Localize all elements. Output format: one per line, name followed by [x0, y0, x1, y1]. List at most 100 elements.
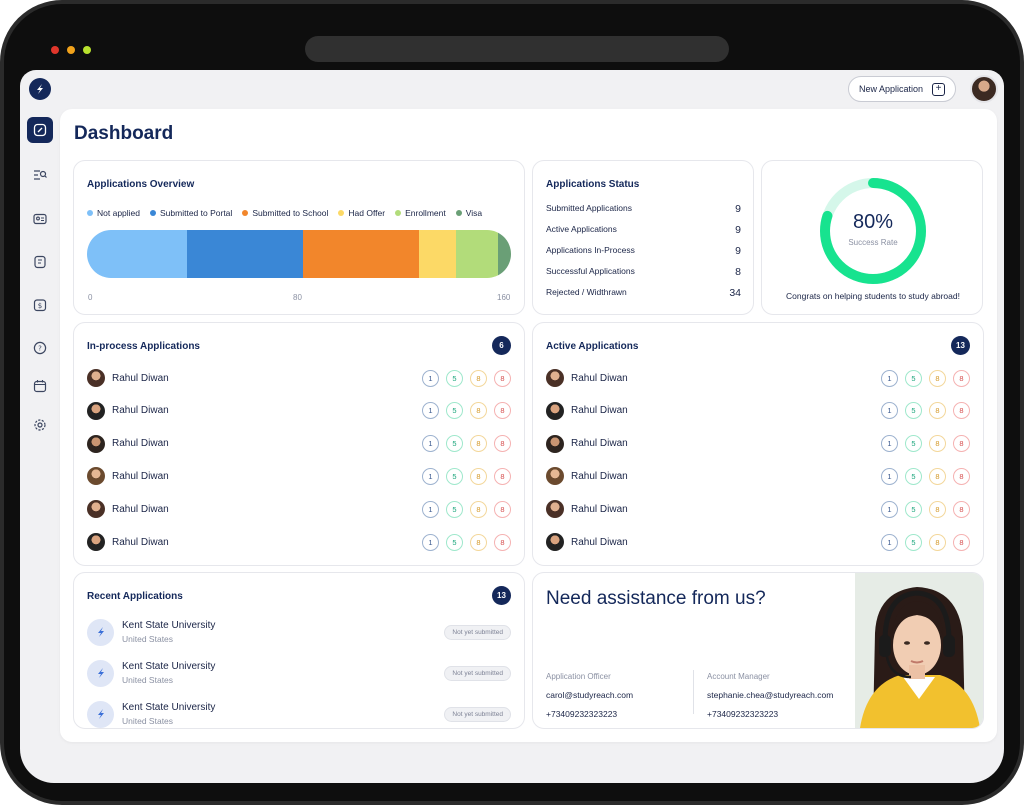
stage-count-pill[interactable]: 8 — [494, 435, 511, 453]
sidebar-item-settings[interactable] — [27, 412, 53, 438]
legend-label: Not applied — [97, 208, 141, 218]
user-avatar[interactable] — [970, 75, 998, 103]
stage-count-pill[interactable]: 8 — [470, 435, 487, 453]
sidebar-item-documents[interactable] — [27, 249, 53, 275]
contact-email[interactable]: carol@studyreach.com — [546, 690, 634, 700]
stage-count-pill[interactable]: 8 — [929, 402, 946, 420]
person-row[interactable]: Rahul Diwan 1 5 8 8 — [87, 401, 511, 421]
stage-count-pill[interactable]: 1 — [881, 500, 898, 518]
stage-count-pill[interactable]: 5 — [446, 402, 463, 420]
stage-count-pill[interactable]: 5 — [905, 533, 922, 551]
sidebar-item-help[interactable]: ? — [27, 335, 53, 361]
contact-email[interactable]: stephanie.chea@studyreach.com — [707, 690, 834, 700]
stage-count-pill[interactable]: 5 — [446, 500, 463, 518]
person-row[interactable]: Rahul Diwan 1 5 8 8 — [546, 499, 970, 519]
maximize-dot[interactable] — [83, 46, 91, 54]
stage-count-pill[interactable]: 8 — [494, 500, 511, 518]
stage-count-pill[interactable]: 8 — [470, 369, 487, 387]
stage-count-pill[interactable]: 1 — [422, 500, 439, 518]
stage-count-pill[interactable]: 1 — [881, 369, 898, 387]
person-row[interactable]: Rahul Diwan 1 5 8 8 — [87, 532, 511, 552]
axis-tick-label: 160 — [497, 293, 511, 302]
stage-count-pill[interactable]: 5 — [905, 369, 922, 387]
bar-segment[interactable] — [187, 230, 303, 278]
sidebar-item-search[interactable] — [27, 162, 53, 188]
stage-count-pill[interactable]: 5 — [905, 435, 922, 453]
stage-count-pill[interactable]: 1 — [422, 369, 439, 387]
stage-count-pill[interactable]: 8 — [929, 533, 946, 551]
person-row[interactable]: Rahul Diwan 1 5 8 8 — [87, 499, 511, 519]
stage-count-pill[interactable]: 8 — [953, 402, 970, 420]
stage-count-pill[interactable]: 8 — [494, 533, 511, 551]
stage-count-pill[interactable]: 5 — [446, 467, 463, 485]
gear-icon — [34, 419, 46, 431]
stage-count-pill[interactable]: 5 — [446, 533, 463, 551]
status-label: Applications In-Process — [546, 245, 635, 255]
university-logo-icon — [87, 700, 114, 728]
app-logo-icon[interactable] — [29, 78, 51, 100]
status-badge: Not yet submitted — [444, 624, 511, 640]
stage-count-pill[interactable]: 8 — [494, 467, 511, 485]
stage-count-pill[interactable]: 1 — [881, 467, 898, 485]
stage-count-pill[interactable]: 8 — [494, 369, 511, 387]
sidebar-item-payments[interactable]: $ — [27, 292, 53, 318]
stage-count-pill[interactable]: 1 — [422, 402, 439, 420]
stage-count-pill[interactable]: 8 — [929, 435, 946, 453]
person-row[interactable]: Rahul Diwan 1 5 8 8 — [87, 368, 511, 388]
stage-count-pill[interactable]: 1 — [881, 435, 898, 453]
recent-application-row[interactable]: Kent State University United States Not ye… — [87, 617, 511, 647]
person-row[interactable]: Rahul Diwan 1 5 8 8 — [546, 434, 970, 454]
stage-count-pill[interactable]: 8 — [470, 500, 487, 518]
person-row[interactable]: Rahul Diwan 1 5 8 8 — [546, 466, 970, 486]
person-row[interactable]: Rahul Diwan 1 5 8 8 — [546, 368, 970, 388]
bar-segment[interactable] — [455, 230, 498, 278]
legend-swatch — [87, 210, 93, 216]
stage-count-pill[interactable]: 8 — [929, 467, 946, 485]
stage-count-pill[interactable]: 1 — [422, 435, 439, 453]
stage-count-pill[interactable]: 8 — [470, 402, 487, 420]
contact-phone[interactable]: +73409232323223 — [707, 709, 779, 719]
sidebar-item-calendar[interactable] — [27, 373, 53, 399]
stage-count-pill[interactable]: 8 — [494, 402, 511, 420]
chart-legend: Not applied Submitted to Portal Submitted … — [87, 208, 482, 218]
person-row[interactable]: Rahul Diwan 1 5 8 8 — [87, 466, 511, 486]
stage-count-pill[interactable]: 8 — [953, 435, 970, 453]
minimize-dot[interactable] — [67, 46, 75, 54]
stage-count-pill[interactable]: 8 — [953, 369, 970, 387]
stage-count-pill[interactable]: 8 — [953, 467, 970, 485]
stage-count-pill[interactable]: 8 — [470, 533, 487, 551]
stage-count-pill[interactable]: 5 — [446, 435, 463, 453]
success-rate-card: 80% Success Rate Congrats on helping stu… — [761, 160, 983, 315]
sidebar-item-dashboard[interactable] — [27, 117, 53, 143]
stage-count-pill[interactable]: 8 — [953, 500, 970, 518]
person-row[interactable]: Rahul Diwan 1 5 8 8 — [546, 401, 970, 421]
recent-application-row[interactable]: Kent State University United States Not ye… — [87, 699, 511, 729]
person-row[interactable]: Rahul Diwan 1 5 8 8 — [87, 434, 511, 454]
address-bar[interactable] — [305, 36, 729, 62]
stage-count-pill[interactable]: 1 — [881, 533, 898, 551]
stage-count-pill[interactable]: 5 — [446, 369, 463, 387]
stage-count-pill[interactable]: 1 — [881, 402, 898, 420]
stage-count-pill[interactable]: 8 — [470, 467, 487, 485]
sidebar-item-students[interactable] — [27, 206, 53, 232]
recent-application-row[interactable]: Kent State University United States Not ye… — [87, 658, 511, 688]
new-application-button[interactable]: New Application + — [848, 76, 956, 102]
stage-count-pill[interactable]: 5 — [905, 467, 922, 485]
contact-phone[interactable]: +73409232323223 — [546, 709, 618, 719]
stage-count-pill[interactable]: 8 — [953, 533, 970, 551]
stage-count-pill[interactable]: 8 — [929, 369, 946, 387]
avatar — [546, 434, 564, 453]
university-text: Kent State University United States — [122, 702, 444, 726]
close-dot[interactable] — [51, 46, 59, 54]
stage-count-pill[interactable]: 1 — [422, 533, 439, 551]
person-row[interactable]: Rahul Diwan 1 5 8 8 — [546, 532, 970, 552]
bar-segment[interactable] — [418, 230, 456, 278]
stage-count-pill[interactable]: 8 — [929, 500, 946, 518]
status-value: 9 — [735, 224, 741, 236]
bar-segment[interactable] — [302, 230, 419, 278]
stage-count-pill[interactable]: 5 — [905, 402, 922, 420]
bar-segment[interactable] — [497, 230, 511, 278]
bar-segment[interactable] — [87, 230, 188, 278]
stage-count-pill[interactable]: 5 — [905, 500, 922, 518]
stage-count-pill[interactable]: 1 — [422, 467, 439, 485]
